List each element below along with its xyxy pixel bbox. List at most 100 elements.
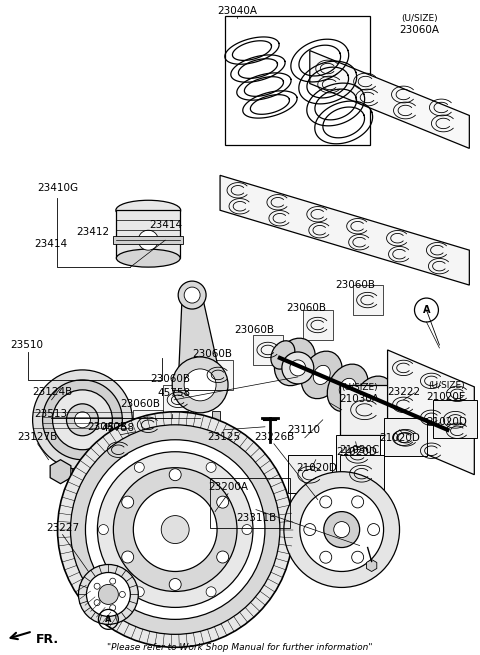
Text: 23414: 23414	[34, 239, 67, 249]
Circle shape	[98, 525, 108, 534]
Circle shape	[290, 360, 306, 376]
Bar	[163, 385, 193, 415]
Bar	[225, 16, 370, 145]
Text: 23311B: 23311B	[236, 513, 276, 523]
Circle shape	[172, 357, 228, 413]
Text: (U/SIZE): (U/SIZE)	[341, 383, 378, 392]
Circle shape	[352, 552, 364, 563]
Circle shape	[85, 440, 265, 620]
Circle shape	[120, 591, 125, 597]
Text: 23513: 23513	[34, 409, 67, 419]
Circle shape	[122, 496, 133, 508]
Text: 23060B: 23060B	[286, 303, 326, 313]
Text: 23414: 23414	[150, 220, 183, 230]
Bar	[210, 477, 290, 527]
Text: 21030C: 21030C	[339, 445, 380, 455]
Circle shape	[94, 583, 100, 590]
Ellipse shape	[391, 403, 408, 422]
Text: A: A	[105, 615, 112, 624]
Circle shape	[135, 417, 161, 443]
Bar	[353, 285, 383, 315]
Circle shape	[94, 599, 100, 606]
Text: 23410G: 23410G	[37, 183, 78, 193]
Circle shape	[184, 287, 200, 303]
Bar	[433, 400, 477, 438]
Ellipse shape	[417, 415, 434, 434]
Ellipse shape	[275, 338, 315, 386]
Text: (U/SIZE): (U/SIZE)	[401, 14, 438, 23]
Text: 23510: 23510	[10, 340, 43, 350]
Circle shape	[304, 523, 316, 536]
Text: 23200A: 23200A	[208, 481, 248, 492]
Text: 21020D: 21020D	[296, 462, 337, 473]
Circle shape	[122, 551, 133, 563]
Circle shape	[282, 352, 314, 384]
Text: 23060A: 23060A	[399, 25, 440, 35]
Text: 21020E: 21020E	[427, 392, 466, 402]
Text: 23222: 23222	[387, 387, 420, 397]
Circle shape	[169, 469, 181, 481]
Circle shape	[134, 462, 144, 472]
Text: 23040A: 23040A	[217, 6, 257, 16]
Bar	[203, 360, 233, 390]
Circle shape	[242, 525, 252, 534]
Bar	[303, 310, 333, 340]
Circle shape	[74, 412, 90, 428]
Text: 45758: 45758	[157, 388, 191, 398]
Bar	[116, 210, 180, 258]
Bar	[340, 385, 390, 435]
Text: 23060B: 23060B	[150, 374, 190, 384]
Polygon shape	[387, 350, 474, 475]
Text: 23060B: 23060B	[336, 280, 376, 290]
Circle shape	[352, 496, 364, 508]
Text: A: A	[423, 305, 430, 315]
Circle shape	[216, 551, 228, 563]
Text: 23110: 23110	[288, 425, 320, 435]
Ellipse shape	[327, 364, 368, 411]
Ellipse shape	[287, 352, 303, 371]
Circle shape	[138, 230, 158, 250]
Text: 23125: 23125	[207, 432, 240, 441]
Bar	[384, 418, 428, 456]
Text: 23060B: 23060B	[234, 325, 274, 335]
Circle shape	[161, 515, 189, 544]
Circle shape	[184, 369, 216, 401]
Circle shape	[58, 412, 293, 647]
Circle shape	[43, 380, 122, 460]
Circle shape	[178, 281, 206, 309]
Ellipse shape	[339, 379, 356, 398]
Text: 23124B: 23124B	[33, 387, 72, 397]
Circle shape	[334, 521, 350, 538]
Text: 23127B: 23127B	[17, 432, 58, 441]
Bar	[113, 236, 183, 244]
Circle shape	[320, 552, 332, 563]
Circle shape	[86, 572, 130, 616]
Circle shape	[206, 587, 216, 597]
Bar	[336, 435, 380, 473]
Text: 21020D: 21020D	[336, 447, 377, 457]
Polygon shape	[178, 295, 222, 385]
Circle shape	[284, 472, 399, 588]
Circle shape	[110, 578, 116, 584]
Circle shape	[113, 468, 237, 591]
Circle shape	[300, 488, 384, 571]
Bar	[340, 455, 384, 493]
Ellipse shape	[313, 365, 330, 384]
Circle shape	[368, 523, 380, 536]
Ellipse shape	[271, 341, 295, 369]
Circle shape	[78, 565, 138, 624]
Circle shape	[216, 496, 228, 508]
Circle shape	[110, 605, 116, 610]
Circle shape	[134, 587, 144, 597]
Circle shape	[67, 404, 98, 436]
Text: 23060B: 23060B	[120, 399, 160, 409]
Bar	[180, 411, 188, 429]
Circle shape	[133, 488, 217, 571]
Polygon shape	[220, 176, 469, 285]
Text: 21020D: 21020D	[379, 433, 420, 443]
Bar	[103, 435, 133, 464]
Text: 23412: 23412	[76, 227, 109, 237]
Bar	[72, 468, 102, 476]
Text: 23227: 23227	[46, 523, 79, 533]
Text: FR.: FR.	[36, 633, 59, 646]
